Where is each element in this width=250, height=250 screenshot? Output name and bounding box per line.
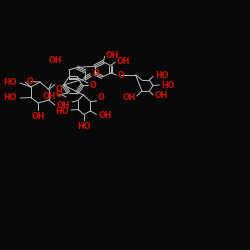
Text: O: O bbox=[55, 90, 62, 99]
Text: OH: OH bbox=[155, 92, 168, 100]
Text: O: O bbox=[90, 80, 96, 90]
Text: OH: OH bbox=[49, 56, 62, 65]
Text: OH: OH bbox=[98, 111, 112, 120]
Text: OH: OH bbox=[105, 50, 119, 59]
Text: HO: HO bbox=[56, 106, 69, 116]
Text: O: O bbox=[98, 94, 104, 102]
Text: HO: HO bbox=[77, 122, 91, 131]
Text: OH: OH bbox=[42, 92, 56, 101]
Text: O: O bbox=[56, 85, 62, 94]
Text: O: O bbox=[27, 77, 34, 86]
Text: HO: HO bbox=[4, 94, 17, 102]
Text: O: O bbox=[92, 69, 99, 78]
Text: OH: OH bbox=[32, 112, 45, 121]
Text: HO: HO bbox=[4, 78, 17, 87]
Text: OH: OH bbox=[56, 101, 70, 110]
Text: O: O bbox=[118, 70, 124, 80]
Text: HO: HO bbox=[155, 71, 168, 80]
Text: OH: OH bbox=[122, 93, 136, 102]
Text: HO: HO bbox=[161, 80, 174, 90]
Text: OH: OH bbox=[116, 57, 130, 66]
